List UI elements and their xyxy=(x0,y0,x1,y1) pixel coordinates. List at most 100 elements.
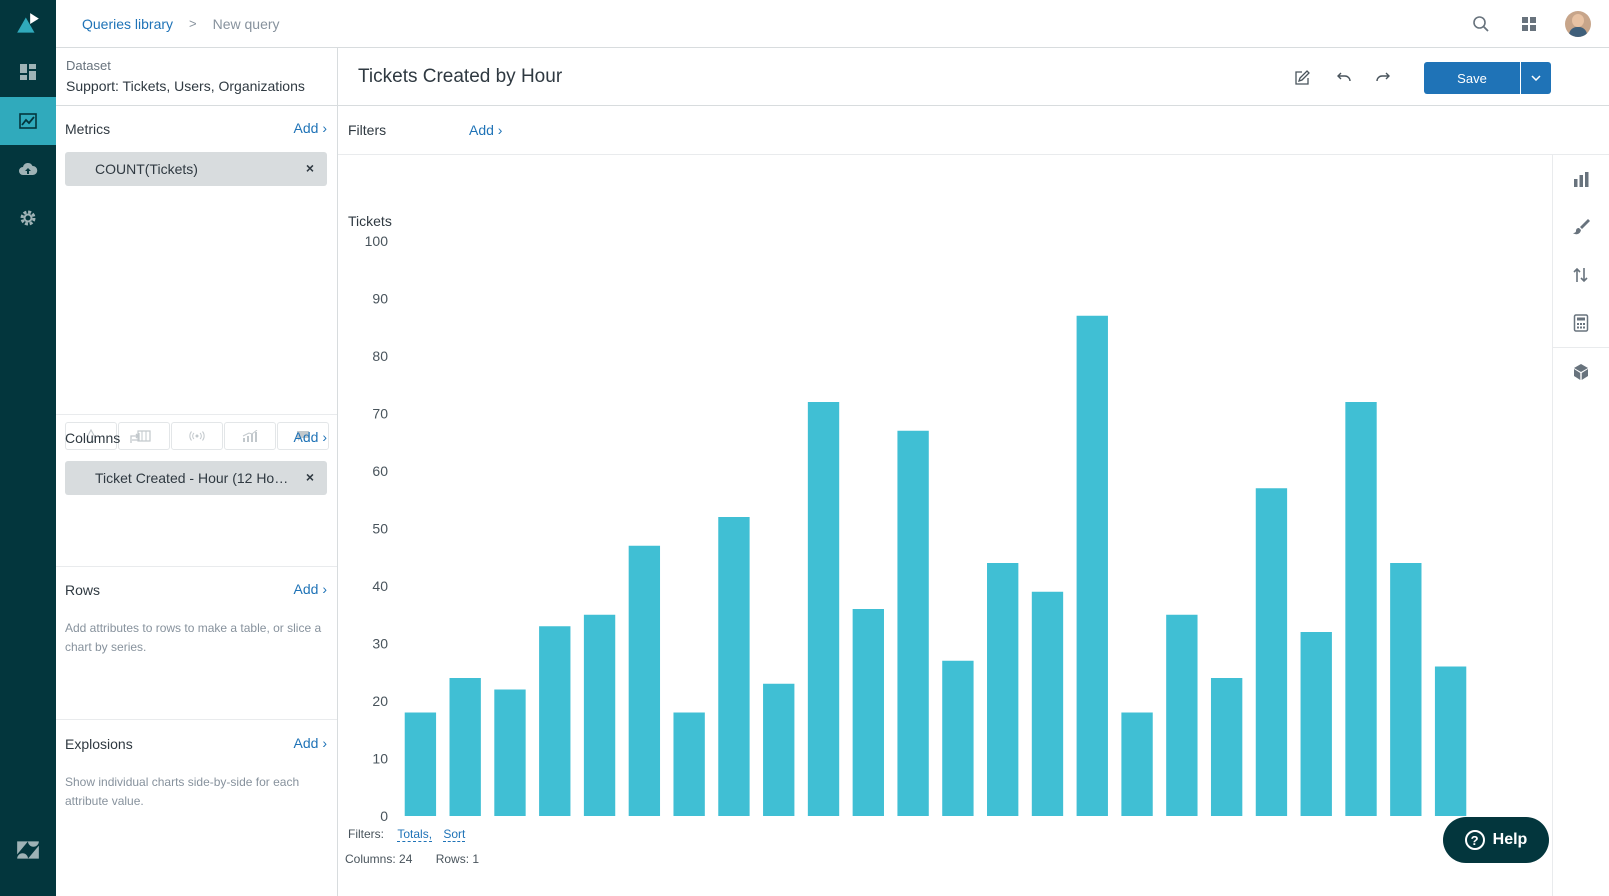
nav-datasets[interactable] xyxy=(0,146,56,194)
top-bar: Queries library > New query xyxy=(56,0,1609,48)
x-tick-label: 10:00AM xyxy=(1199,823,1255,825)
gear-icon xyxy=(20,210,36,226)
filters-add-button[interactable]: Add › xyxy=(469,122,503,138)
y-tick-label: 80 xyxy=(372,348,388,364)
zendesk-logo[interactable] xyxy=(0,826,56,874)
nav-dashboards[interactable] xyxy=(0,48,56,96)
visualization-type-button[interactable] xyxy=(1553,155,1609,203)
x-tick-label: 5:00AM xyxy=(755,823,803,825)
search-icon xyxy=(1473,16,1489,32)
edit-title-button[interactable] xyxy=(1284,63,1320,93)
column-pill[interactable]: Ticket Created - Hour (12 Hour Format) × xyxy=(65,461,327,495)
cloud-upload-icon xyxy=(19,162,38,175)
chart-bar[interactable] xyxy=(1434,666,1467,817)
help-button[interactable]: ? Help xyxy=(1443,817,1549,863)
chart-bar[interactable] xyxy=(763,683,795,816)
footer-filters-label: Filters: xyxy=(348,827,384,841)
rows-hint: Add attributes to rows to make a table, … xyxy=(65,621,322,654)
undo-icon xyxy=(1337,72,1351,82)
chart-bar[interactable] xyxy=(1166,614,1198,816)
metric-columns-tool[interactable] xyxy=(118,422,170,450)
y-tick-label: 90 xyxy=(372,291,388,307)
x-tick-label: 9:00AM xyxy=(1113,823,1161,825)
x-tick-label: 12:00AM xyxy=(1378,823,1434,825)
chart-configuration-button[interactable] xyxy=(1553,203,1609,251)
sort-button[interactable] xyxy=(1553,251,1609,299)
x-tick-label: 11:00AM xyxy=(1289,823,1344,825)
grid-icon xyxy=(1522,17,1536,31)
chart-bar[interactable] xyxy=(583,614,616,816)
column-remove-button[interactable]: × xyxy=(305,469,314,485)
rows-title: Rows xyxy=(65,582,101,598)
chart-bar[interactable] xyxy=(539,626,571,816)
chart-bar[interactable] xyxy=(1255,488,1288,816)
bar-chart-icon xyxy=(1574,172,1589,187)
chart-bar[interactable] xyxy=(852,609,884,816)
footer-sort-link[interactable]: Sort xyxy=(443,827,466,842)
product-tray-button[interactable] xyxy=(1505,0,1553,48)
metric-chart-tool[interactable] xyxy=(224,422,276,450)
chart-bar[interactable] xyxy=(1121,712,1153,817)
explosions-hint: Show individual charts side-by-side for … xyxy=(65,775,300,808)
footer-columns-count: Columns: 24 xyxy=(345,852,413,866)
chart-bar[interactable] xyxy=(807,402,840,816)
chart-bar[interactable] xyxy=(897,430,929,816)
left-nav-rail xyxy=(0,0,56,896)
chart-bar[interactable] xyxy=(449,678,481,816)
chart-bar[interactable] xyxy=(1076,315,1108,816)
save-button[interactable]: Save xyxy=(1424,62,1520,94)
chart-bar[interactable] xyxy=(494,689,526,817)
line-chart-icon xyxy=(19,113,37,129)
chart-bar[interactable] xyxy=(628,545,661,816)
nav-admin[interactable] xyxy=(0,194,56,242)
drop-icon xyxy=(86,429,96,443)
chart-bar[interactable] xyxy=(1210,678,1243,816)
metric-drop-tool[interactable] xyxy=(65,422,117,450)
footer-totals-link[interactable]: Totals, xyxy=(397,827,433,842)
dataset-value[interactable]: Support: Tickets, Users, Organizations xyxy=(66,78,305,94)
swap-icon[interactable] xyxy=(128,431,142,445)
metrics-add-button[interactable]: Add › xyxy=(293,120,327,136)
metric-pill[interactable]: COUNT(Tickets) × xyxy=(65,152,327,186)
dashboard-icon xyxy=(20,64,36,80)
metric-signal-tool[interactable] xyxy=(171,422,223,450)
chart-bar[interactable] xyxy=(1300,632,1332,816)
y-tick-label: 30 xyxy=(372,636,388,652)
query-title[interactable]: Tickets Created by Hour xyxy=(358,66,563,87)
y-tick-label: 60 xyxy=(372,463,388,479)
redo-button[interactable] xyxy=(1366,63,1402,93)
metric-tools xyxy=(65,422,330,450)
sort-arrows-icon xyxy=(1573,267,1588,283)
rows-add-button[interactable]: Add › xyxy=(293,581,327,597)
chart-bar[interactable] xyxy=(942,660,974,816)
user-avatar[interactable] xyxy=(1565,11,1591,37)
columns-title: Columns xyxy=(65,430,121,446)
breadcrumb-queries-library[interactable]: Queries library xyxy=(82,15,174,32)
chart-bar[interactable] xyxy=(673,712,705,817)
chart-bar[interactable] xyxy=(987,563,1019,816)
result-manipulation-button[interactable] xyxy=(1553,348,1609,396)
calculations-button[interactable] xyxy=(1553,299,1609,347)
pencil-icon xyxy=(1295,70,1310,85)
chart-bar[interactable] xyxy=(718,517,750,816)
chart-bar[interactable] xyxy=(404,712,437,817)
dataset-label: Dataset xyxy=(66,58,111,73)
query-config-panel: Dataset Support: Tickets, Users, Organiz… xyxy=(56,48,338,896)
undo-button[interactable] xyxy=(1325,63,1361,93)
chart-bar[interactable] xyxy=(1390,563,1422,816)
columns-add-button[interactable]: Add › xyxy=(293,429,327,445)
zendesk-logo-icon xyxy=(17,841,39,859)
chart-bar[interactable] xyxy=(1345,402,1377,816)
metric-comment-tool[interactable] xyxy=(277,422,329,450)
explore-logo[interactable] xyxy=(0,0,56,48)
chart-bar[interactable] xyxy=(1031,591,1064,816)
y-tick-label: 40 xyxy=(372,578,388,594)
nav-reports[interactable] xyxy=(0,97,56,145)
y-axis-label: Tickets xyxy=(348,213,392,229)
explosions-add-button[interactable]: Add › xyxy=(293,735,327,751)
search-button[interactable] xyxy=(1457,0,1505,48)
metric-remove-button[interactable]: × xyxy=(305,160,314,176)
explore-logo-icon xyxy=(17,13,39,33)
save-options-button[interactable] xyxy=(1520,62,1551,94)
y-tick-label: 70 xyxy=(372,406,388,422)
